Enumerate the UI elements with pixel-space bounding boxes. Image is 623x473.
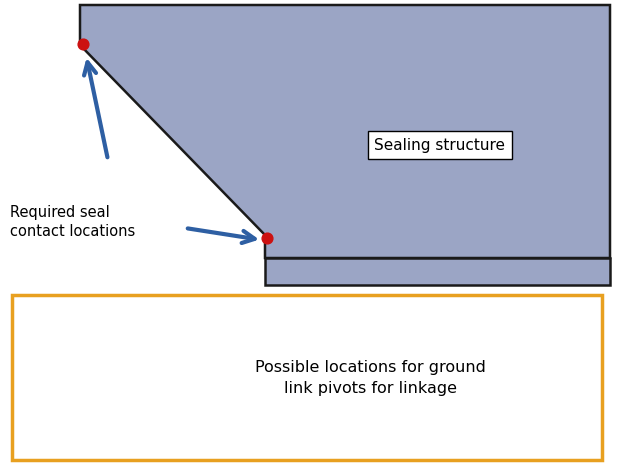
Text: Required seal
contact locations: Required seal contact locations bbox=[10, 205, 135, 239]
Polygon shape bbox=[265, 258, 610, 285]
Text: Sealing structure: Sealing structure bbox=[374, 138, 505, 152]
Polygon shape bbox=[80, 5, 610, 258]
Text: Possible locations for ground
link pivots for linkage: Possible locations for ground link pivot… bbox=[255, 360, 485, 396]
Point bbox=[262, 234, 272, 242]
Point bbox=[78, 40, 88, 48]
Bar bbox=[12, 295, 602, 460]
